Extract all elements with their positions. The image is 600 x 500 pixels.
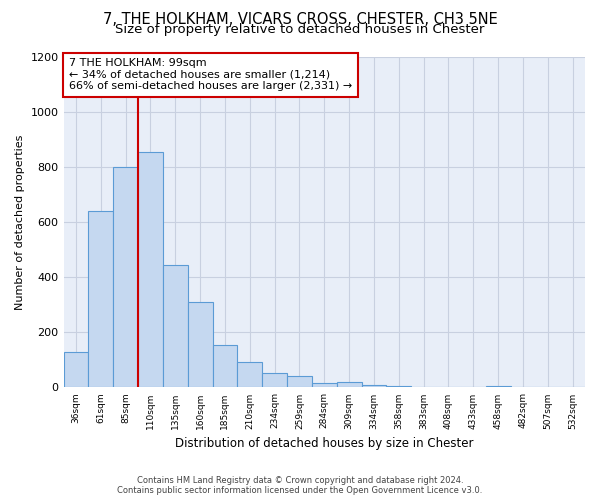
Text: Size of property relative to detached houses in Chester: Size of property relative to detached ho…: [115, 24, 485, 36]
Bar: [411, 387, 436, 388]
Text: Contains HM Land Registry data © Crown copyright and database right 2024.
Contai: Contains HM Land Registry data © Crown c…: [118, 476, 482, 495]
Bar: [64, 352, 88, 388]
Bar: [262, 373, 287, 388]
Bar: [212, 344, 238, 388]
Bar: [386, 386, 411, 388]
Bar: [287, 376, 312, 388]
Bar: [113, 167, 138, 388]
Bar: [138, 152, 163, 388]
Bar: [238, 362, 262, 388]
Bar: [188, 302, 212, 388]
Bar: [163, 264, 188, 388]
Y-axis label: Number of detached properties: Number of detached properties: [15, 134, 25, 310]
Bar: [485, 386, 511, 388]
Bar: [337, 382, 362, 388]
Text: 7, THE HOLKHAM, VICARS CROSS, CHESTER, CH3 5NE: 7, THE HOLKHAM, VICARS CROSS, CHESTER, C…: [103, 12, 497, 28]
X-axis label: Distribution of detached houses by size in Chester: Distribution of detached houses by size …: [175, 437, 473, 450]
Bar: [362, 384, 386, 388]
Bar: [88, 211, 113, 388]
Text: 7 THE HOLKHAM: 99sqm
← 34% of detached houses are smaller (1,214)
66% of semi-de: 7 THE HOLKHAM: 99sqm ← 34% of detached h…: [69, 58, 352, 92]
Bar: [312, 384, 337, 388]
